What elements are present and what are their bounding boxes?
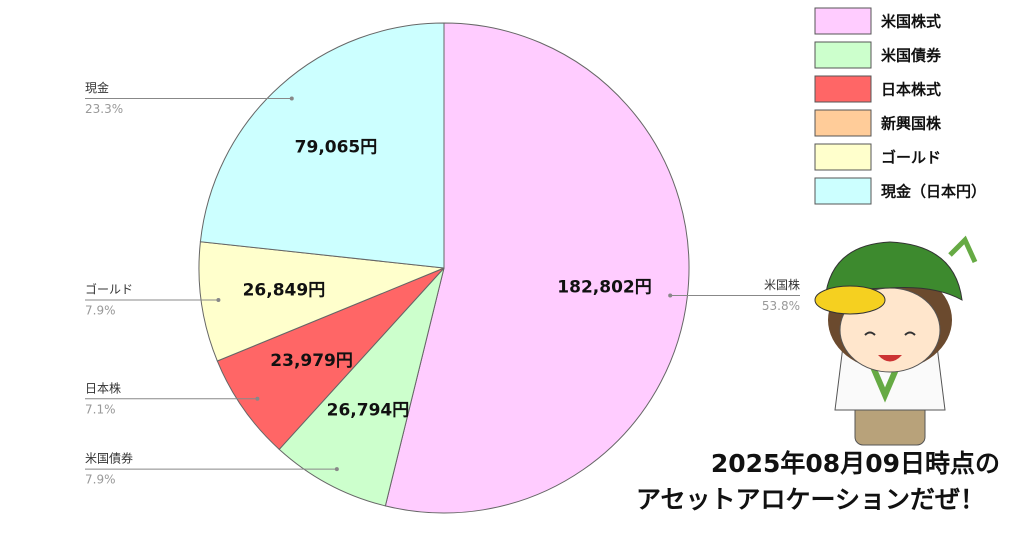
legend-swatch: [814, 75, 872, 103]
legend-label: 現金（日本円）: [881, 183, 986, 201]
leader-dot: [216, 298, 221, 303]
percent-label: 23.3%: [85, 102, 123, 116]
legend-swatch: [814, 143, 872, 171]
slice-label: 日本株: [85, 380, 121, 395]
legend-label: 米国債券: [881, 47, 942, 65]
pie-slice: [199, 22, 445, 269]
legend-swatch: [814, 7, 872, 35]
percent-label: 7.9%: [85, 304, 116, 318]
value-label: 26,794円: [327, 401, 410, 421]
slice-label: ゴールド: [85, 282, 133, 297]
legend-label: 日本株式: [881, 81, 941, 99]
legend-swatch: [814, 177, 872, 205]
slice-label: 米国株: [764, 277, 800, 292]
value-label: 182,802円: [557, 277, 651, 297]
legend-swatch: [814, 41, 872, 69]
percent-label: 7.1%: [85, 402, 116, 416]
legend-label: 米国株式: [881, 13, 941, 31]
character: [814, 235, 978, 446]
value-label: 26,849円: [243, 281, 326, 301]
pie-slice: [278, 267, 445, 507]
pie-slice: [384, 22, 690, 514]
leader-dot: [668, 293, 673, 298]
percent-label: 53.8%: [762, 299, 800, 313]
slice-label: 現金: [85, 80, 109, 95]
value-label: 79,065円: [295, 138, 378, 158]
percent-label: 7.9%: [85, 473, 116, 487]
legend-label: 新興国株: [881, 115, 942, 133]
legend-swatch: [814, 109, 872, 137]
value-label: 23,979円: [270, 351, 353, 371]
pie-slice: [198, 241, 445, 362]
leader-dot: [255, 396, 260, 401]
leader-dot: [289, 96, 294, 101]
pie-slice: [216, 267, 445, 451]
legend-label: ゴールド: [881, 149, 941, 167]
caption-text: アセットアロケーションだぜ！: [636, 485, 985, 514]
slice-label: 米国債券: [85, 451, 133, 466]
leader-dot: [334, 467, 339, 472]
caption-text: 2025年08月09日時点の: [711, 449, 1000, 478]
